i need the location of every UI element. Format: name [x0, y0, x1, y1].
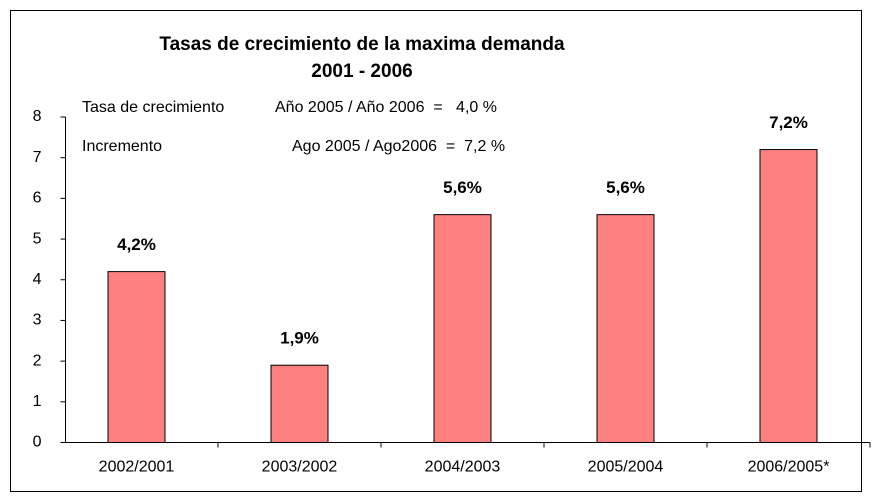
value-label: 7,2% [769, 113, 808, 132]
y-tick-label: 3 [33, 312, 42, 329]
y-tick-label: 8 [33, 108, 42, 125]
annotation-label: Incremento [82, 138, 162, 155]
annotation-label: Tasa de crecimiento [82, 99, 224, 116]
annotation-text: Año 2005 / Año 2006 = 4,0 % [275, 99, 497, 116]
value-label: 1,9% [280, 329, 319, 348]
x-tick-label: 2004/2003 [425, 459, 501, 476]
bar [433, 214, 492, 443]
bar [596, 214, 655, 443]
chart-subtitle: 2001 - 2006 [311, 61, 412, 82]
y-tick-label: 1 [33, 393, 42, 410]
value-label: 4,2% [117, 235, 156, 254]
value-label: 5,6% [606, 178, 645, 197]
x-tick-label: 2005/2004 [588, 459, 664, 476]
y-tick-label: 5 [33, 230, 42, 247]
y-tick-label: 6 [33, 190, 42, 207]
x-tick-label: 2002/2001 [99, 459, 175, 476]
annotation-text: Ago 2005 / Ago2006 = 7,2 % [292, 138, 505, 155]
x-tick-label: 2006/2005* [748, 459, 830, 476]
bar [270, 364, 329, 444]
bar [107, 271, 166, 443]
y-tick-label: 7 [33, 149, 42, 166]
y-tick-label: 2 [33, 352, 42, 369]
y-tick-label: 4 [33, 271, 42, 288]
x-tick-label: 2003/2002 [262, 459, 338, 476]
chart-title: Tasas de crecimiento de la maxima demand… [159, 34, 565, 55]
y-tick-label: 0 [33, 434, 42, 451]
bar [759, 149, 818, 444]
value-label: 5,6% [443, 178, 482, 197]
